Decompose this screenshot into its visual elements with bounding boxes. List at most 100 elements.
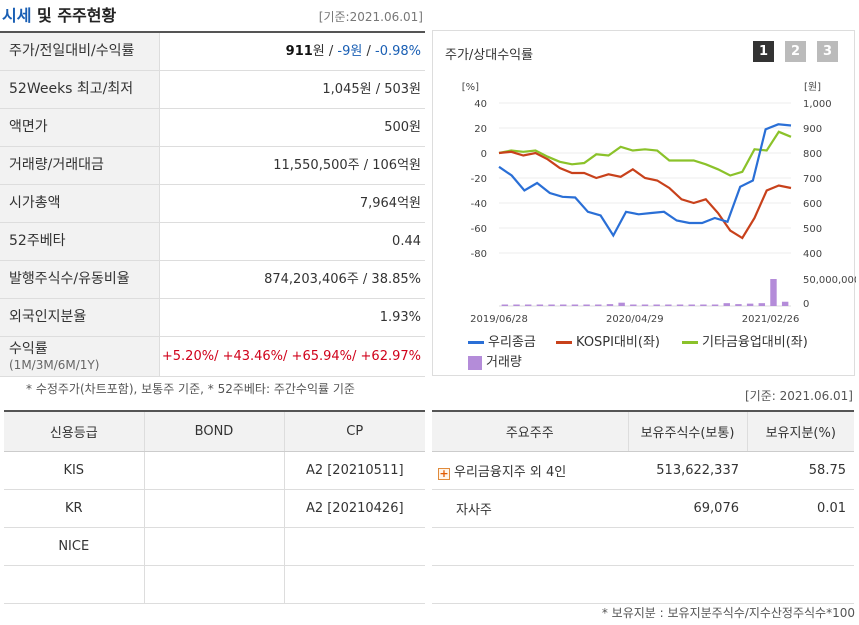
table-row: 자사주 69,076 0.01 [432, 489, 854, 528]
legend-swatch [468, 355, 482, 370]
right-tick-label: 600 [803, 199, 822, 210]
row-value: 7,964억원 [359, 196, 421, 211]
volume-bar [513, 304, 520, 306]
table-row: NICE [4, 527, 425, 566]
price-info-table: 주가/전일대비/수익률 911원 / -9원 / -0.98% 52Weeks … [0, 31, 425, 377]
table-cell [283, 565, 425, 604]
legend-item: KOSPI대비(좌) [556, 331, 660, 350]
left-tick-label: 0 [481, 149, 487, 160]
volume-bar [746, 303, 754, 306]
table-row [432, 565, 854, 604]
market-cap-row: 시가총액 7,964억원 [0, 185, 425, 223]
foreign-ratio-row: 외국인지분율 1.93% [0, 299, 425, 337]
row-value: 874,203,406주 / 38.85% [264, 272, 421, 287]
table-cell: NICE [4, 527, 144, 566]
row-label: 액면가 [0, 109, 160, 146]
right-tick-label: 900 [803, 124, 822, 135]
table-row: KR A2 [20210426] [4, 489, 425, 528]
volume-bar [700, 304, 707, 306]
right-tick-label: 500 [803, 224, 822, 235]
row-value: 11,550,500주 / 106억원 [273, 158, 421, 173]
volume-tick-label: 50,000,000 [803, 275, 856, 286]
volume-bar [688, 304, 695, 306]
volume-bar [711, 304, 719, 306]
right-tick-label: 800 [803, 149, 822, 160]
row-label: 발행주식수/유동비율 [0, 261, 160, 298]
volume-bar [501, 304, 509, 306]
volume-bar [583, 304, 590, 306]
base-date: [기준:2021.06.01] [318, 10, 423, 24]
returns-value: +5.20%/ +43.46%/ +65.94%/ +62.97% [161, 349, 421, 364]
volume-bar [618, 302, 625, 306]
left-tick-label: -60 [471, 224, 487, 235]
volume-bar [595, 304, 602, 306]
column-header: 보유주식수(보통) [627, 411, 747, 452]
table-cell [283, 527, 425, 566]
price-row: 주가/전일대비/수익률 911원 / -9원 / -0.98% [0, 33, 425, 71]
table-cell [143, 565, 284, 604]
shareholder-name-cell: 자사주 [432, 489, 628, 528]
price-chart: 40 1,000 20 900 0 800 -20 700 -40 600 -60 500 -80 400… [462, 81, 856, 325]
legend-swatch [556, 341, 572, 344]
table-cell: 69,076 [628, 489, 747, 528]
row-value: 1.93% [379, 310, 421, 325]
table-cell: A2 [20210426] [283, 489, 425, 528]
volume-bar [524, 304, 532, 306]
table-cell: 513,622,337 [628, 451, 747, 490]
volume-bar [536, 304, 544, 306]
price-value: 911원 / -9원 / -0.98% [285, 44, 421, 59]
chart-panel: 주가/상대수익률 1 2 3 40 1,000 20 900 0 800 -20 700 -40… [432, 30, 856, 376]
shares-row: 발행주식수/유동비율 874,203,406주 / 38.85% [0, 261, 425, 299]
footnote-shareholding: * 보유지분 : 보유지분주식수/지수산정주식수*100 [601, 606, 855, 620]
column-header: 신용등급 [4, 411, 144, 452]
legend-item: 기타금융업대비(좌) [682, 331, 808, 350]
footnote-price: * 수정주가(차트포함), 보통주 기준, * 52주베타: 주간수익률 기준 [26, 382, 355, 396]
row-label: 거래량/거래대금 [0, 147, 160, 184]
chart-page-1-button[interactable]: 1 [753, 41, 774, 62]
table-row: + 우리금융지주 외 4인 513,622,337 58.75 [432, 451, 854, 490]
right-tick-label: 700 [803, 174, 822, 185]
volume-bar [653, 304, 660, 306]
x-tick-label: 2021/02/26 [742, 314, 800, 325]
right-unit-label: [원] [804, 81, 821, 93]
series-line [498, 123, 792, 238]
table-row: KIS A2 [20210511] [4, 451, 425, 490]
left-tick-label: 40 [474, 99, 487, 110]
column-header: BOND [143, 411, 284, 452]
table-cell [143, 451, 284, 490]
credit-rating-table: 신용등급 BOND CP KIS A2 [20210511] KR A2 [20… [4, 410, 425, 604]
column-header: 보유지분(%) [746, 411, 854, 452]
row-label: 52Weeks 최고/최저 [0, 71, 160, 108]
row-label: 외국인지분율 [0, 299, 160, 336]
row-label: 수익률 (1M/3M/6M/1Y) [0, 337, 160, 376]
table-cell [143, 489, 284, 528]
legend-swatch [682, 341, 698, 344]
row-label: 주가/전일대비/수익률 [0, 33, 160, 70]
volume-bar [735, 304, 742, 306]
table-cell: KR [4, 489, 144, 528]
row-value: 500원 [384, 120, 421, 135]
returns-row: 수익률 (1M/3M/6M/1Y) +5.20%/ +43.46%/ +65.94… [0, 337, 425, 377]
table-row [432, 527, 854, 566]
column-header: 주요주주 [432, 411, 628, 452]
beta-row: 52주베타 0.44 [0, 223, 425, 261]
row-value: 0.44 [392, 234, 421, 249]
chart-page-3-button[interactable]: 3 [817, 41, 838, 62]
row-value: 1,045원 / 503원 [322, 82, 421, 97]
volume-bar [723, 303, 730, 306]
table-cell [4, 565, 144, 604]
left-unit-label: [%] [462, 82, 479, 93]
section-header: 시세 및 주주현황 [기준:2021.06.01] [0, 0, 425, 30]
volume-bar [606, 304, 614, 306]
volume-bar [676, 304, 684, 306]
volume-bar [781, 301, 789, 306]
shareholder-table: 주요주주 보유주식수(보통) 보유지분(%) + 우리금융지주 외 4인 513,… [432, 410, 854, 604]
legend-item: 거래량 [468, 351, 522, 370]
row-label: 52주베타 [0, 223, 160, 260]
chart-page-2-button[interactable]: 2 [785, 41, 806, 62]
column-header: CP [283, 411, 425, 452]
table-cell: 0.01 [747, 489, 854, 528]
volume-bar [758, 303, 766, 306]
expand-plus-icon[interactable]: + [438, 466, 450, 480]
chart-title: 주가/상대수익률 [445, 48, 534, 63]
